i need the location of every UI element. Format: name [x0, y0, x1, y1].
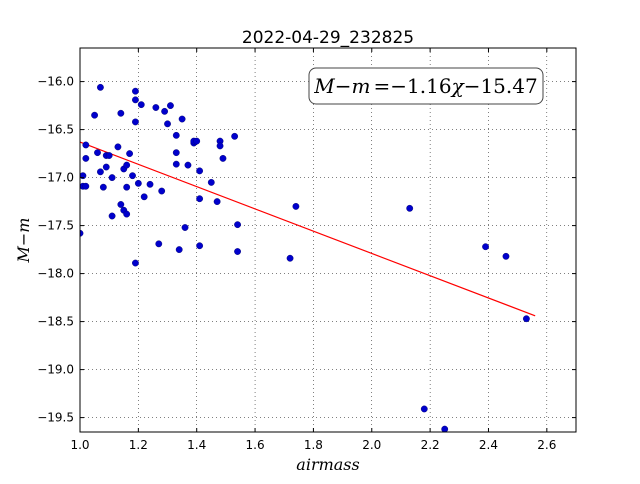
data-point: [134, 179, 142, 187]
data-point: [105, 152, 113, 159]
fit-equation-box: M−m =−1.16χ−15.47: [308, 67, 544, 105]
x-tick-label: 1.0: [70, 438, 89, 452]
x-tick-label: 1.6: [246, 438, 265, 452]
data-point: [523, 315, 530, 323]
data-point: [114, 143, 122, 151]
data-point: [482, 243, 489, 251]
x-tick-label: 2.0: [362, 438, 381, 452]
ticks-layer: 1.0 1.2 1.4 1.6 1.8 2.0 2.2 2.4 2.6 −16.0 −16.5 −17…: [37, 48, 576, 452]
data-point: [175, 246, 183, 254]
data-point: [231, 132, 239, 140]
data-point: [167, 102, 174, 110]
equation-chi: χ: [450, 74, 466, 98]
equation-lhs: M: [313, 74, 335, 98]
data-point: [102, 163, 110, 171]
data-point: [99, 183, 107, 191]
data-point: [502, 252, 510, 260]
y-tick-label: −17.0: [37, 171, 74, 185]
data-point: [123, 161, 131, 169]
y-tick-label: −17.5: [37, 219, 74, 233]
data-point: [123, 183, 131, 191]
data-point: [193, 137, 201, 145]
data-point: [137, 101, 145, 109]
data-point: [420, 405, 428, 413]
data-point: [82, 182, 90, 190]
data-point: [286, 254, 294, 262]
fit-equation-frame: [308, 67, 544, 105]
data-point: [155, 240, 163, 248]
data-point: [196, 195, 204, 203]
x-tick-label: 2.6: [537, 438, 556, 452]
data-point: [196, 167, 204, 175]
data-point: [406, 204, 414, 212]
data-point: [161, 107, 169, 115]
data-point: [132, 96, 139, 104]
equation-equals: =: [374, 74, 391, 98]
data-point: [108, 212, 116, 220]
data-point: [234, 221, 241, 229]
data-point: [234, 248, 241, 255]
data-point: [164, 120, 171, 128]
data-point: [172, 149, 180, 157]
equation-intercept: −15.47: [464, 74, 538, 98]
data-point: [152, 104, 160, 111]
data-point: [158, 187, 166, 195]
data-point: [129, 172, 136, 180]
data-point: [97, 83, 104, 91]
y-tick-label: −16.0: [37, 75, 74, 89]
data-point: [126, 150, 134, 158]
chart-title: 2022-04-29_232825: [242, 28, 414, 48]
y-tick-label: −19.0: [37, 363, 74, 377]
grid-layer: [79, 48, 576, 432]
data-point: [82, 141, 90, 149]
data-point: [94, 149, 101, 157]
data-point: [219, 154, 227, 162]
x-tick-label: 1.8: [304, 438, 323, 452]
y-axis-label: M−m: [14, 218, 33, 264]
data-point: [117, 109, 125, 117]
data-point: [140, 193, 148, 201]
y-tick-label: −18.5: [37, 315, 74, 329]
y-tick-label: −16.5: [37, 123, 74, 137]
data-point: [132, 259, 139, 267]
data-point: [82, 154, 90, 162]
points-layer: [80, 83, 530, 432]
y-tick-label: −18.0: [37, 267, 74, 281]
x-tick-label: 1.2: [129, 438, 148, 452]
data-point: [146, 180, 154, 188]
data-point: [91, 111, 98, 119]
equation-m: m: [352, 74, 371, 98]
data-point: [172, 160, 180, 168]
x-tick-label: 1.4: [187, 438, 206, 452]
fit-layer: [79, 141, 536, 317]
data-point: [292, 202, 300, 210]
plot-frame: [79, 47, 577, 433]
data-point: [196, 242, 204, 250]
data-point: [178, 115, 186, 123]
data-point: [108, 174, 116, 182]
data-point: [213, 198, 221, 206]
data-point: [216, 142, 224, 150]
data-point: [184, 161, 192, 169]
data-point: [97, 168, 104, 176]
data-point: [132, 118, 139, 126]
data-point: [123, 210, 131, 218]
x-tick-label: 2.4: [479, 438, 498, 452]
fit-line: [79, 141, 536, 317]
x-tick-label: 2.2: [421, 438, 440, 452]
data-point: [172, 131, 180, 139]
data-point: [181, 224, 189, 231]
y-tick-label: −19.5: [37, 411, 74, 425]
fit-equation-text: M−m =−1.16χ−15.47: [313, 74, 537, 98]
data-point: [207, 178, 215, 186]
equation-minus: −: [335, 74, 352, 98]
x-axis-label: airmass: [296, 455, 359, 474]
data-point: [132, 87, 139, 95]
data-point: [117, 201, 125, 208]
data-point: [441, 425, 449, 432]
equation-slope: −1.16: [390, 74, 451, 98]
